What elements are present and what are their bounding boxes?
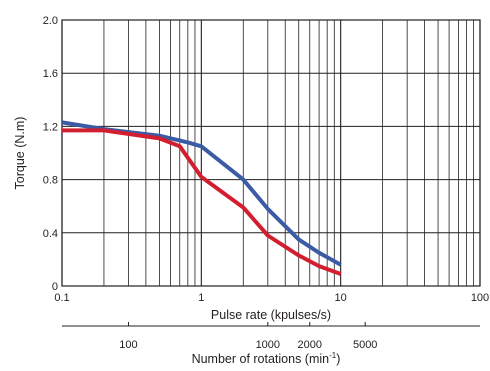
y-tick-label: 0.8	[43, 175, 58, 187]
secondary-axis-label-sup: -1	[329, 351, 337, 360]
secondary-axis-ticks: 100 1000 2000 5000	[119, 322, 377, 351]
y-tick-label: 0	[52, 281, 58, 293]
x-tick-labels: 0.1 1 10 100	[54, 292, 489, 304]
series-line-2	[62, 128, 342, 276]
y-axis-label: Torque (N.m)	[13, 117, 27, 190]
secondary-axis-label-main: Number of rotations (min	[192, 352, 330, 366]
secondary-axis-label-end: )	[336, 352, 340, 366]
x-tick-label: 1	[198, 292, 204, 304]
y-tick-label: 1.6	[43, 68, 58, 80]
x-tick-label: 0.1	[54, 292, 69, 304]
x-tick-label: 100	[471, 292, 489, 304]
y-tick-label: 2.0	[43, 15, 58, 27]
secondary-axis-label: Number of rotations (min-1)	[192, 351, 341, 366]
plot-frame	[61, 19, 481, 287]
series-layer	[61, 120, 342, 276]
secondary-tick-label: 5000	[353, 339, 377, 351]
secondary-tick-label: 100	[119, 339, 137, 351]
y-tick-label: 1.2	[43, 121, 58, 133]
y-tick-label: 0.4	[43, 228, 58, 240]
grid-major-lines	[61, 19, 481, 287]
secondary-tick-label: 2000	[298, 339, 322, 351]
x-axis-label: Pulse rate (kpulses/s)	[211, 308, 331, 322]
x-tick-label: 10	[335, 292, 347, 304]
secondary-tick-label: 1000	[256, 339, 280, 351]
y-tick-labels: 0 0.4 0.8 1.2 1.6 2.0	[43, 15, 58, 293]
grid-minor-lines	[103, 20, 475, 286]
